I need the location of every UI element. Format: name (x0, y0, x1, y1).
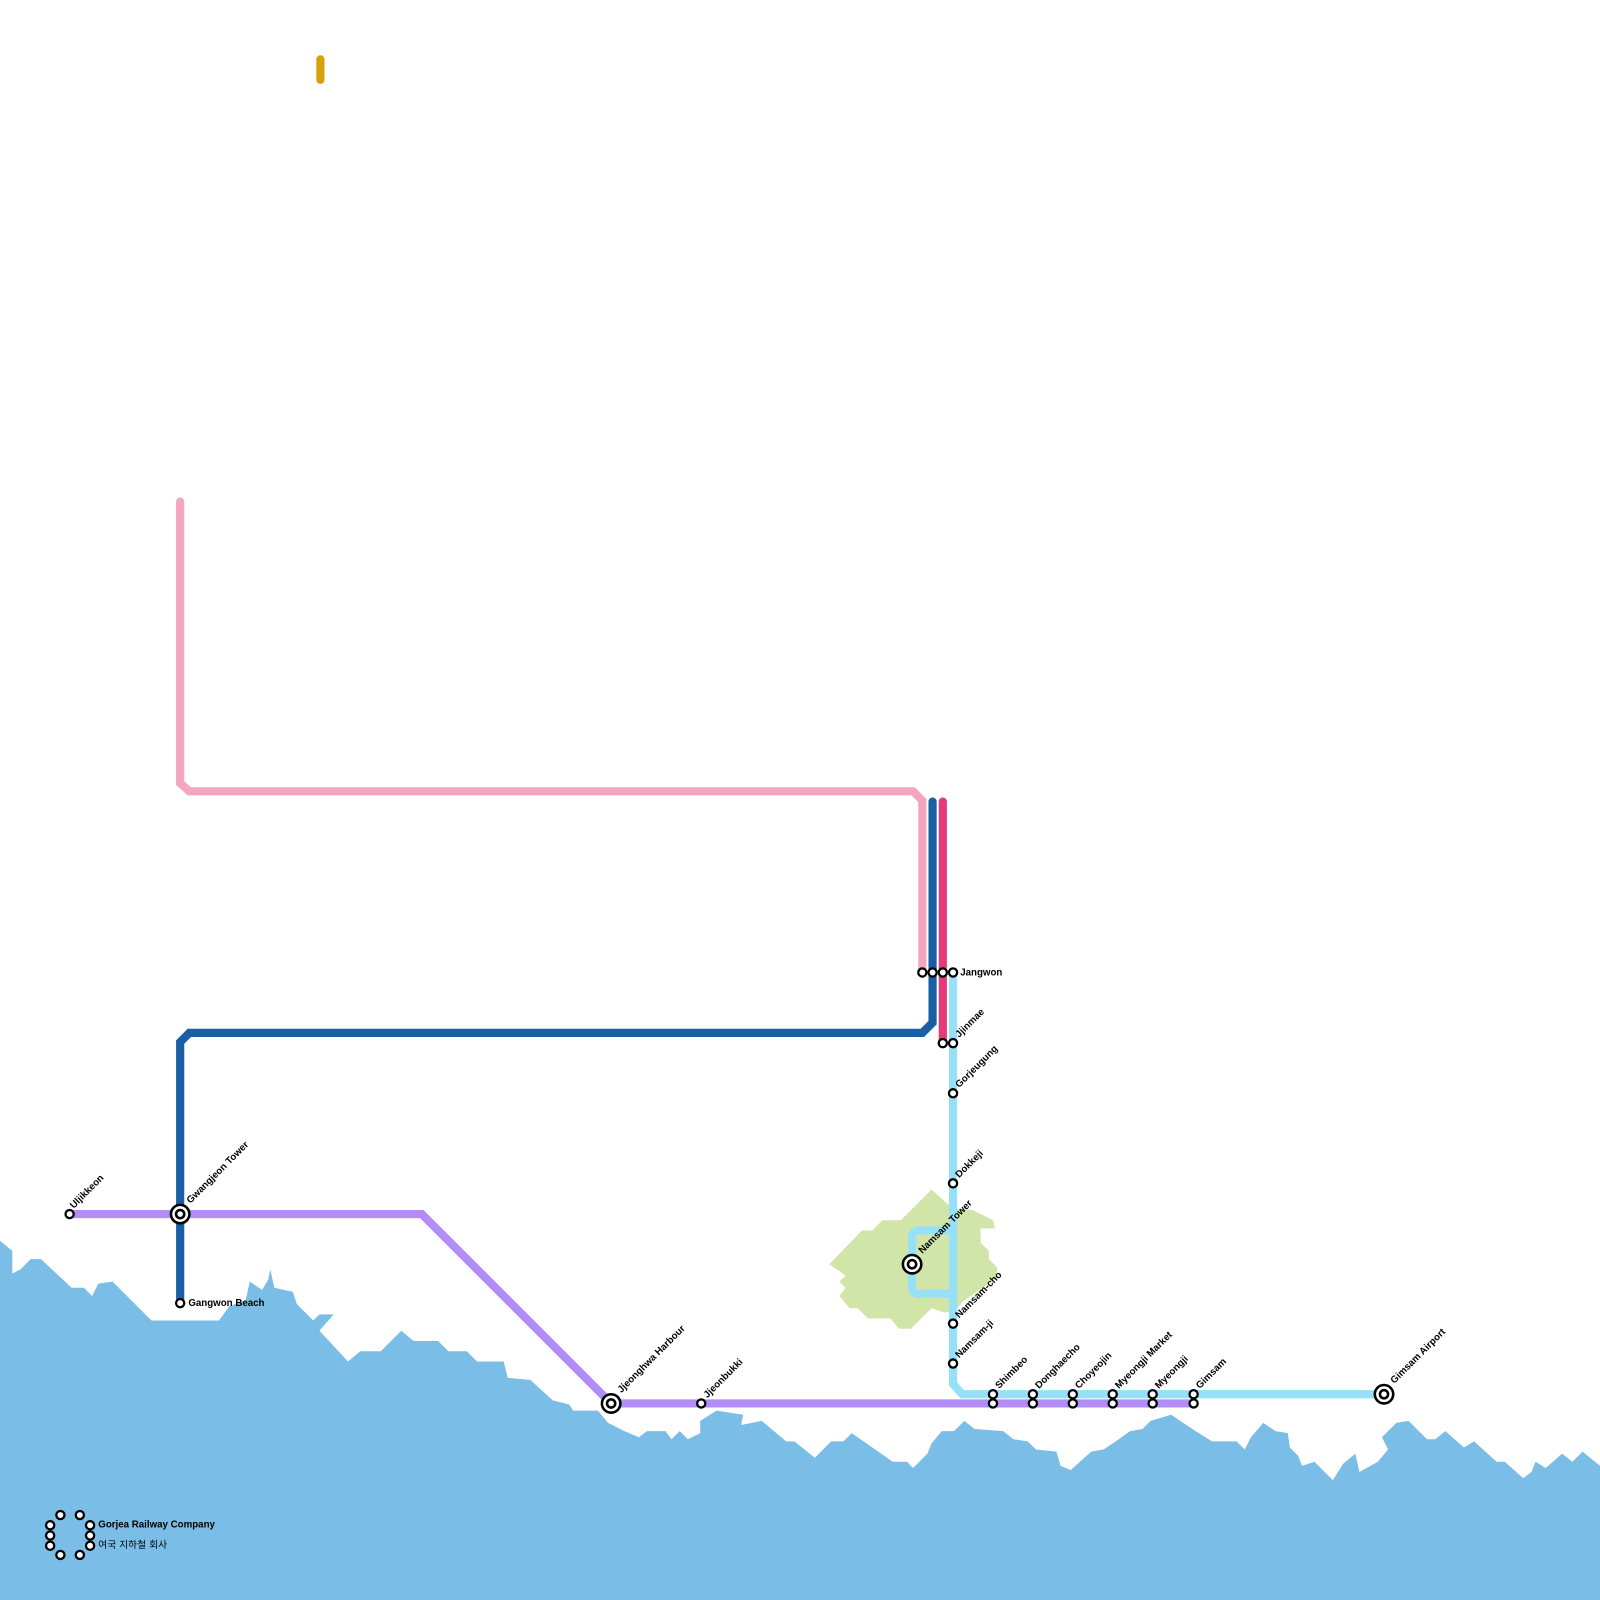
station-marker[interactable] (917, 967, 928, 978)
station-marker[interactable] (1107, 1389, 1118, 1400)
logo-dot (44, 1540, 56, 1551)
station-label: Gimsam (1194, 1356, 1229, 1391)
dark-blue-line[interactable] (176, 797, 937, 1308)
station-label: Jangwon (960, 968, 1002, 979)
station-marker[interactable] (937, 967, 949, 978)
station-marker[interactable] (1188, 1389, 1199, 1400)
station-marker[interactable] (1188, 1398, 1199, 1409)
station[interactable]: Jjeonghwa Harbour (600, 1323, 688, 1414)
legend: Gorjea Railway Company 여국 지하철 회사 (44, 1509, 216, 1561)
station[interactable]: Gangwon Beach (174, 1297, 265, 1309)
station-marker[interactable] (937, 1037, 949, 1049)
station-marker[interactable] (695, 1398, 707, 1409)
logo-dot (55, 1509, 66, 1521)
logo-dot (74, 1549, 86, 1561)
station-marker[interactable] (927, 967, 938, 978)
station-marker[interactable] (1067, 1389, 1079, 1400)
station-label: Jjeonghwa Harbour (616, 1323, 688, 1395)
logo-dot (84, 1530, 96, 1541)
station-marker[interactable] (1067, 1398, 1079, 1409)
station-marker[interactable] (1147, 1389, 1158, 1400)
station-marker[interactable] (947, 1318, 959, 1329)
station-label: Gwangjeon Tower (185, 1139, 252, 1206)
station-marker[interactable] (987, 1398, 999, 1409)
station-label: Shimbeo (993, 1354, 1030, 1391)
station-label: Jjinmae (954, 1006, 988, 1040)
station-marker[interactable] (1107, 1398, 1118, 1409)
logo-dot (44, 1530, 56, 1541)
light-blue-line[interactable] (948, 968, 1389, 1399)
logo-dot (74, 1509, 86, 1521)
interchange-station-inner (605, 1398, 617, 1409)
station-label: Uljikkeon (68, 1173, 106, 1211)
station-marker[interactable] (947, 1037, 959, 1049)
station-label: Choyeojin (1073, 1350, 1114, 1391)
station[interactable]: Gimsam (1188, 1356, 1230, 1409)
legend-logo (44, 1509, 96, 1561)
station-label: Myeongji (1153, 1353, 1191, 1391)
station-marker[interactable] (987, 1389, 999, 1400)
station-marker[interactable] (947, 1358, 959, 1369)
pink-line[interactable] (176, 497, 927, 977)
station-label: Jjeonbukki (702, 1357, 746, 1401)
logo-dot (84, 1540, 96, 1551)
station-marker[interactable] (64, 1208, 75, 1220)
interchange-station-inner (906, 1258, 918, 1270)
purple-line[interactable] (65, 1209, 1198, 1408)
logo-dot (55, 1549, 66, 1561)
logo-dot (84, 1520, 96, 1531)
station[interactable]: Choyeojin (1067, 1350, 1115, 1409)
station-marker[interactable] (947, 1178, 959, 1189)
company-name-korean: 여국 지하철 회사 (98, 1538, 167, 1551)
logo-dot (44, 1520, 56, 1531)
station-label: Gangwon Beach (188, 1298, 264, 1309)
station-marker[interactable] (947, 967, 959, 978)
interchange-station-inner (174, 1208, 186, 1220)
station[interactable]: Jangwon (917, 967, 1002, 979)
interchange-station-inner (1378, 1388, 1390, 1400)
station[interactable]: Gimsam Airport (1373, 1326, 1449, 1405)
station-label: Dokkeji (954, 1148, 986, 1180)
station-marker[interactable] (947, 1088, 959, 1099)
station-marker[interactable] (1147, 1398, 1158, 1409)
station-marker[interactable] (1027, 1398, 1039, 1409)
station-label: Namsam-ji (954, 1318, 997, 1361)
station-marker[interactable] (174, 1297, 186, 1309)
station-label: Gimsam Airport (1389, 1326, 1449, 1386)
station-label: Gorjeugung (954, 1044, 1001, 1091)
company-name: Gorjea Railway Company (98, 1519, 215, 1530)
station-marker[interactable] (1027, 1389, 1039, 1400)
water-area (0, 1240, 1600, 1600)
